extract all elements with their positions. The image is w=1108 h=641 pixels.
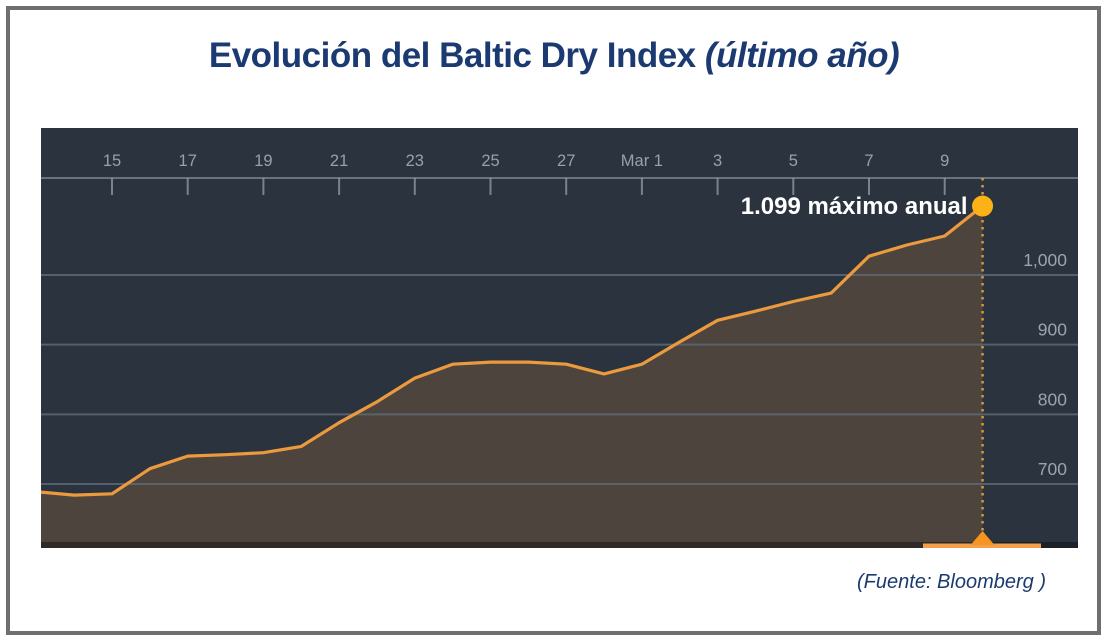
x-axis-label: 23 bbox=[406, 152, 424, 170]
x-axis-label: 3 bbox=[713, 152, 722, 170]
x-axis-label: 27 bbox=[557, 152, 575, 170]
y-axis-label-900: 900 bbox=[1038, 320, 1067, 340]
title-main-text: Evolución del Baltic Dry Index bbox=[208, 36, 705, 75]
max-annotation-label: 1.099 máximo anual bbox=[741, 193, 968, 220]
chart-bottom-edge bbox=[41, 542, 1078, 548]
x-axis-label: Mar 1 bbox=[621, 152, 663, 170]
page-title: Evolución del Baltic Dry Index (último a… bbox=[0, 36, 1108, 76]
chart-background bbox=[41, 128, 1078, 548]
x-axis-label: 9 bbox=[940, 152, 949, 170]
x-axis-label: 7 bbox=[864, 152, 873, 170]
y-axis-label-1000: 1,000 bbox=[1023, 250, 1067, 270]
x-axis-label: 5 bbox=[789, 152, 798, 170]
y-axis-label-700: 700 bbox=[1038, 459, 1067, 479]
x-axis-label: 17 bbox=[179, 152, 197, 170]
bdi-chart: 700 800 900 1,000 15 17 19 21 23 25 27 Mar 1 3 5 7 9 1.0… bbox=[41, 128, 1078, 548]
x-axis-label: 25 bbox=[481, 152, 499, 170]
x-axis-label: 21 bbox=[330, 152, 348, 170]
range-slider-bar[interactable] bbox=[923, 543, 1041, 549]
source-credit: (Fuente: Bloomberg ) bbox=[857, 571, 1046, 593]
range-slider-handle[interactable] bbox=[970, 531, 995, 545]
y-axis-label-800: 800 bbox=[1038, 389, 1067, 409]
x-axis-label: 15 bbox=[103, 152, 121, 170]
area-fill bbox=[41, 206, 983, 548]
title-subtitle-text: (último año) bbox=[704, 36, 900, 75]
max-point-marker bbox=[972, 195, 994, 217]
x-axis-label: 19 bbox=[254, 152, 272, 170]
chart-container: 700 800 900 1,000 15 17 19 21 23 25 27 Mar 1 3 5 7 9 1.0… bbox=[41, 128, 1078, 548]
index-line bbox=[41, 204, 985, 497]
